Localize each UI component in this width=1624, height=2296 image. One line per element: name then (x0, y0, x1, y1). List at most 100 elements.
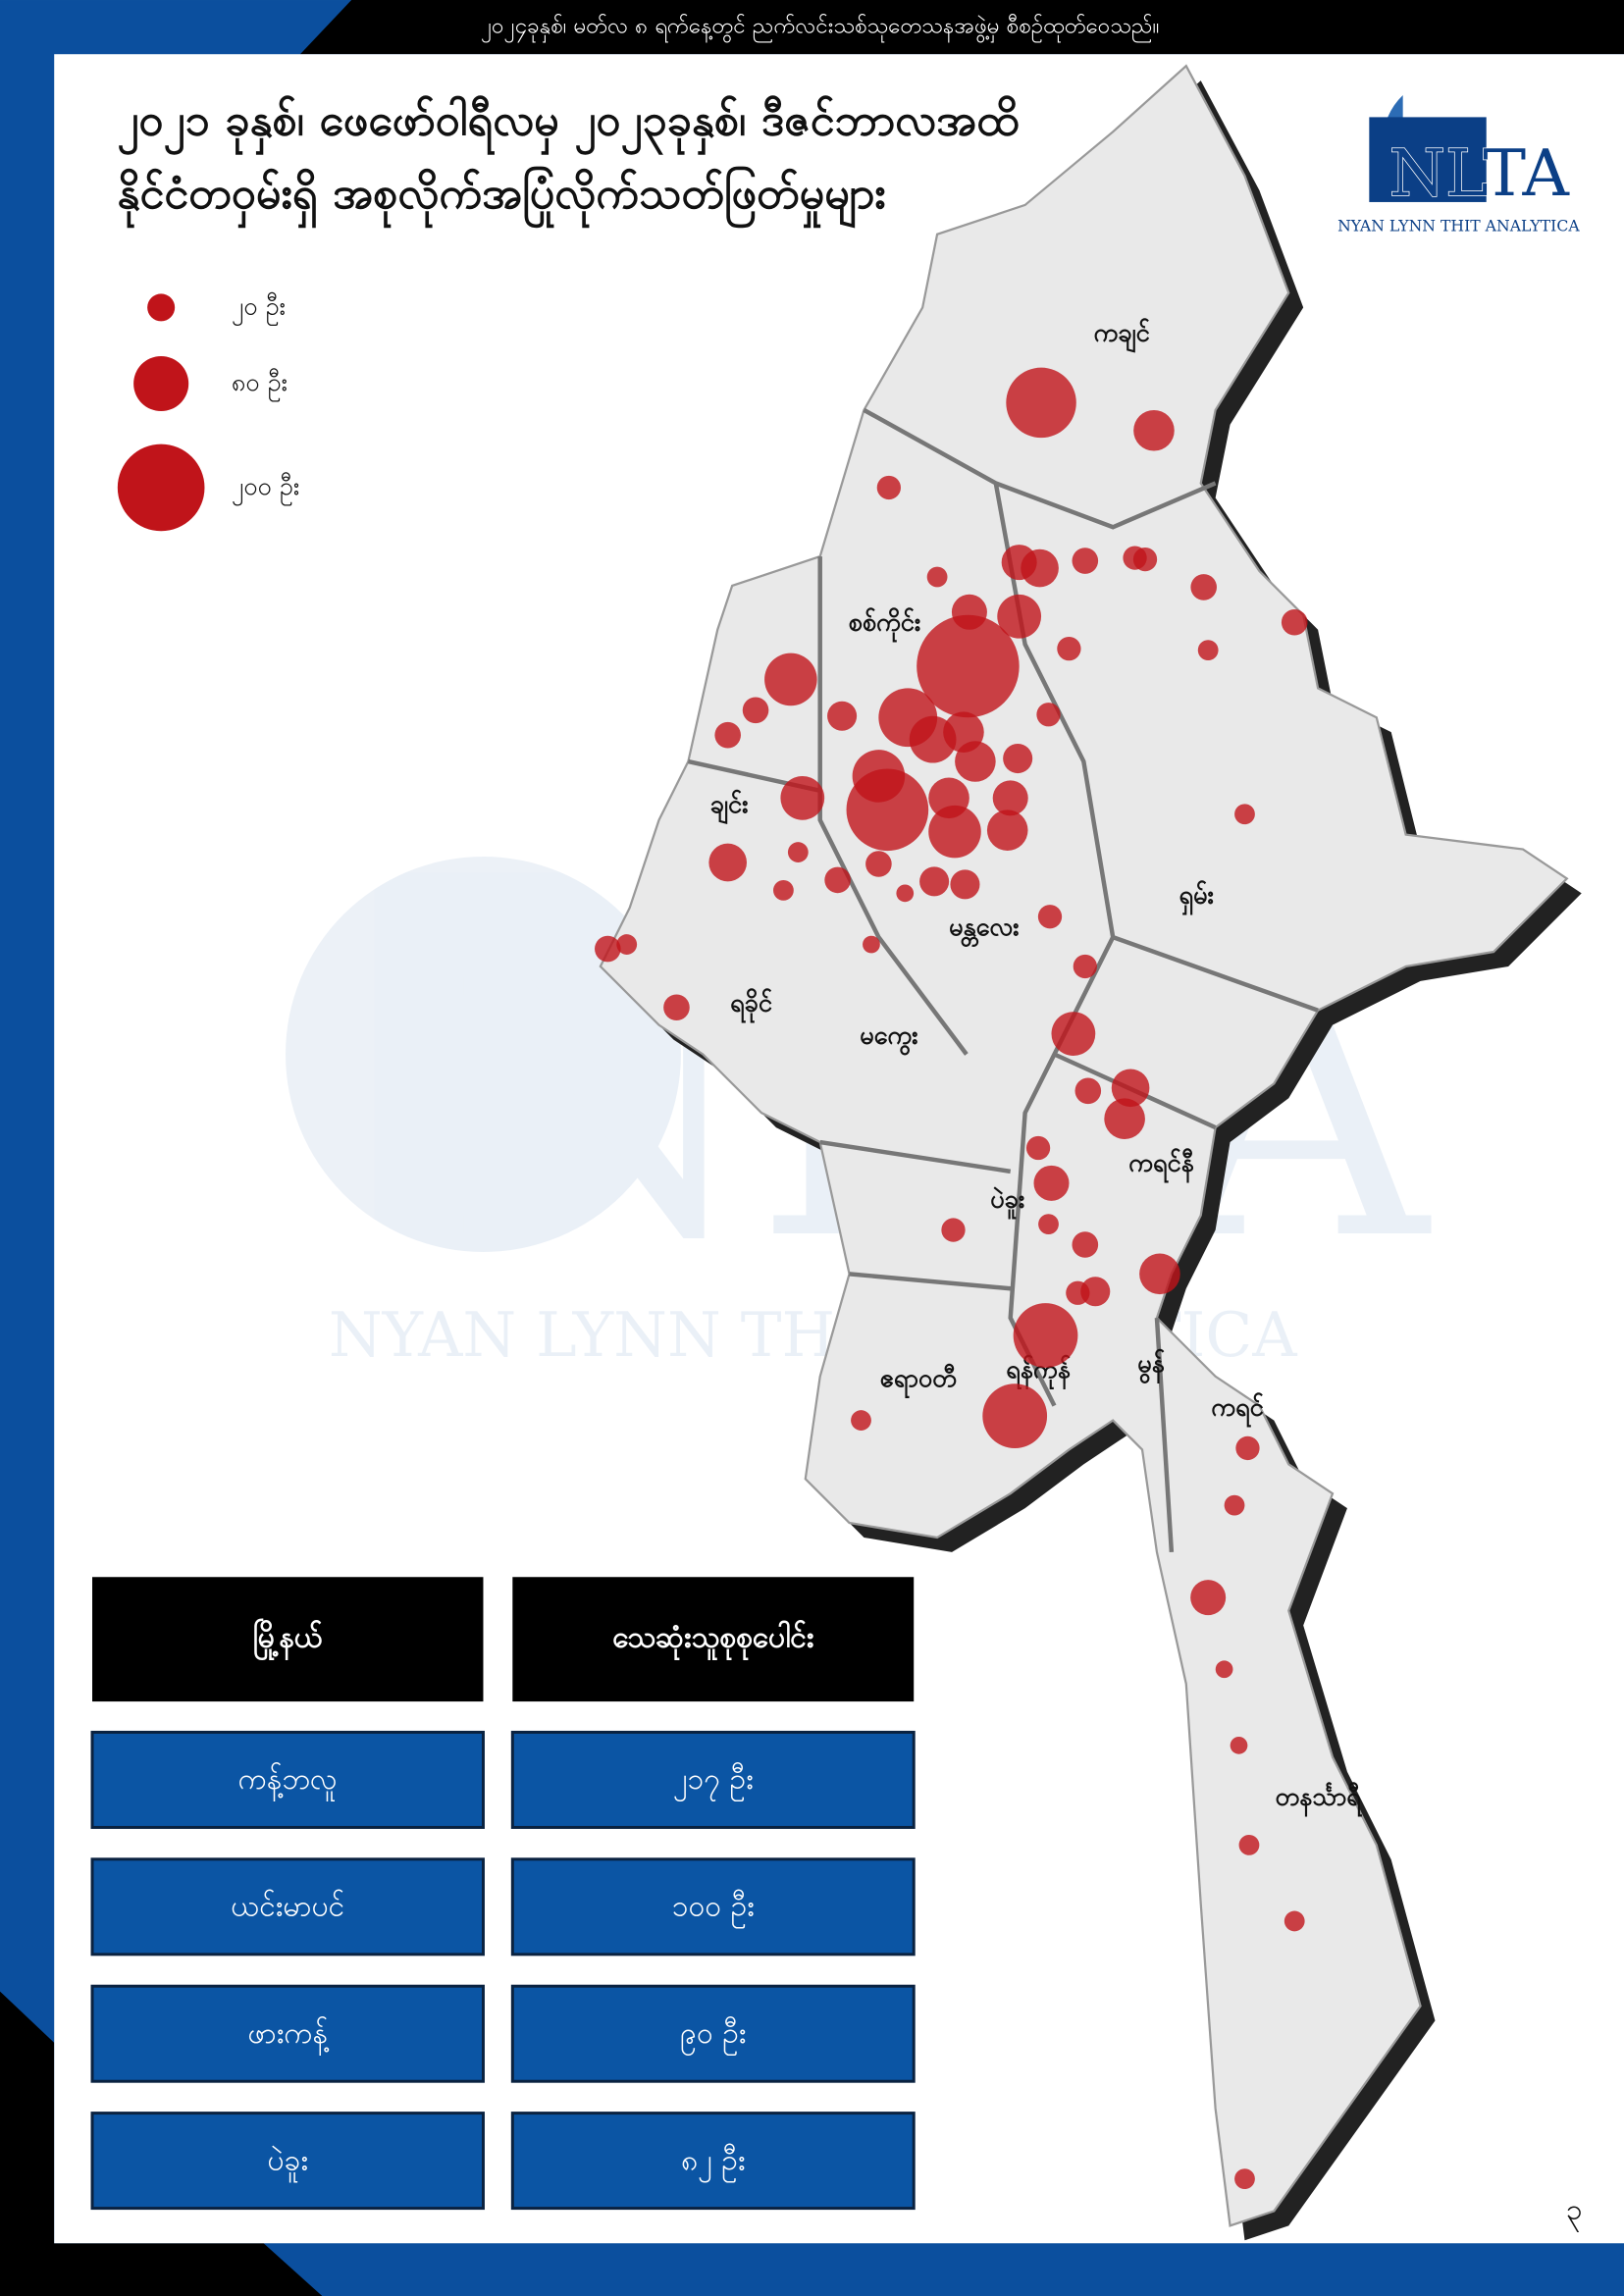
bubble (1074, 1077, 1102, 1105)
table-cell-text: ၂၁၇ ဦး (673, 1762, 754, 1802)
bubble (764, 652, 817, 706)
table-cell (510, 1984, 916, 2083)
bubble (1080, 1277, 1111, 1307)
bubble (851, 1410, 871, 1431)
title-line1: ၂၀၂၁ ခုနှစ်၊ ဖေဖော်ဝါရီလမှ ၂၀၂၃ခုနှစ်၊ ဒ… (117, 93, 1019, 155)
table-header: သေဆုံးသူစုစုပေါင်း (612, 1618, 814, 1661)
bubble (1281, 608, 1308, 636)
page-number: ၃ (1566, 2193, 1583, 2233)
bubble (1033, 1165, 1070, 1201)
bubble (663, 994, 690, 1021)
bubble (1104, 1098, 1145, 1139)
table-cell-text: ၈၂ ဦး (681, 2143, 746, 2183)
bubble (1132, 547, 1158, 572)
bubble (1283, 1910, 1305, 1932)
bubble (1013, 1303, 1078, 1368)
bubble (876, 475, 901, 500)
bubble (616, 934, 638, 955)
bubble (1072, 1231, 1099, 1258)
bubble (1073, 954, 1097, 979)
legend-bubble (133, 355, 189, 412)
table-cell (510, 2112, 916, 2211)
table-cell-text: ကန့်ဘလူ (238, 1762, 338, 1802)
bubble (742, 697, 769, 724)
bubble (917, 614, 1020, 718)
map: ကချင်စစ်ကိုင်းချင်းရှမ်းမန္တလေးရခိုင်မကွ… (595, 64, 1582, 2241)
table-cell (90, 1730, 485, 1829)
bubble (1111, 1069, 1150, 1108)
region-label: ကရင်နီ (1128, 1147, 1194, 1182)
table-cell (90, 2112, 485, 2211)
table-cell (510, 1857, 916, 1957)
region-label: ချင်း (710, 789, 749, 823)
region-label: မကွေး (860, 1020, 918, 1056)
map-country (599, 64, 1569, 2227)
region-label: ကရင် (1211, 1392, 1263, 1428)
banner-bg (299, 0, 1624, 55)
legend-label: ၈၀ ဦး (232, 367, 288, 401)
bubble (1133, 409, 1175, 451)
bubble (928, 805, 981, 859)
bubble (919, 866, 950, 897)
bubble (708, 843, 748, 882)
bubble (1003, 744, 1033, 774)
bubble (824, 866, 851, 894)
bubble (950, 869, 980, 900)
region-label: မန္တလေး (949, 912, 1020, 947)
bubble (827, 701, 858, 731)
bubble (714, 721, 741, 749)
bubble (787, 842, 809, 862)
bubble (982, 1383, 1048, 1448)
bubble (865, 851, 892, 877)
bubble (896, 884, 915, 903)
bubble (1051, 1012, 1096, 1056)
bubble (941, 1218, 966, 1242)
bubble (1025, 1135, 1051, 1161)
bubble (1234, 2168, 1255, 2189)
bubble (1037, 905, 1063, 929)
table-cell (90, 1857, 485, 1957)
table-cell-text: ပဲခူး (268, 2143, 309, 2183)
bubble (863, 935, 880, 954)
bubble (955, 741, 996, 782)
region-label: ဧရာဝတီ (880, 1363, 957, 1398)
bubble (595, 935, 621, 963)
logo-mark: NLTA (1389, 136, 1571, 211)
bubble (1224, 1494, 1245, 1516)
bubble (773, 879, 794, 901)
legend-bubble (147, 293, 176, 322)
bubble (1197, 640, 1219, 660)
region-label: ရှမ်း (1179, 879, 1214, 914)
logo: NLTA NYAN LYNN THIT ANALYTICA (1337, 95, 1580, 235)
table-header-cell (512, 1577, 915, 1702)
table-header: မြို့နယ် (253, 1617, 323, 1661)
bubble (1234, 804, 1255, 825)
bubble (1038, 1214, 1059, 1234)
region-label: တနင်္သာရီ (1275, 1782, 1362, 1817)
table-cell (510, 1730, 916, 1829)
legend-bubble (117, 444, 205, 532)
table-cell-text: ၉၀ ဦး (680, 2016, 747, 2057)
bubble (986, 809, 1028, 851)
bubble (1057, 636, 1081, 661)
legend-label: ၂၀၀ ဦး (232, 471, 300, 505)
bubble (1036, 703, 1061, 727)
bubble (997, 594, 1042, 639)
bubble (780, 775, 825, 820)
bubble (1006, 367, 1076, 439)
bubble (992, 780, 1028, 816)
banner: ၂၀၂၄ခုနှစ်၊ မတ်လ ၈ ရက်နေ့တွင် ညက်လင်းသစ်… (481, 13, 1159, 43)
corner (0, 1991, 323, 2296)
table-cell-text: ဖားကန့် (247, 2016, 330, 2057)
bubble (926, 566, 948, 588)
bubble (1235, 1435, 1260, 1461)
bubble (1072, 548, 1099, 574)
bubble (1190, 574, 1217, 600)
bubble (1230, 1737, 1248, 1754)
region-label: ပဲခူး (990, 1184, 1024, 1220)
region-label: ရခိုင် (730, 988, 772, 1023)
region-label: စစ်ကိုင်း (848, 607, 920, 643)
region-label: မွန် (1137, 1348, 1165, 1383)
logo-box (1369, 117, 1487, 202)
bubble (846, 768, 929, 852)
